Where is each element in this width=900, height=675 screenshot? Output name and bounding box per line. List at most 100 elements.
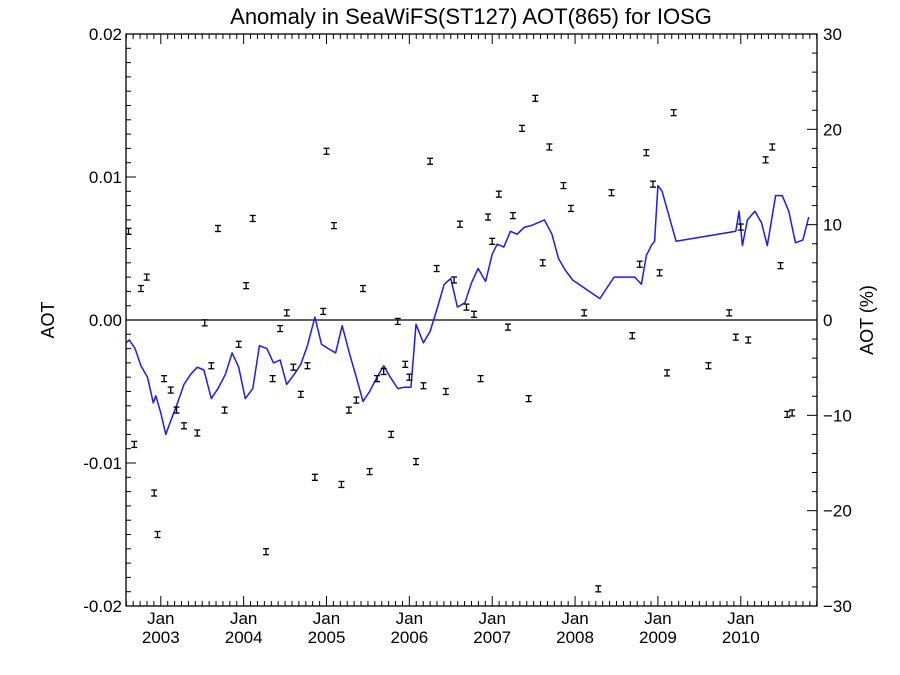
- x-tick-month: Jan: [561, 609, 588, 628]
- x-tick-month: Jan: [313, 609, 340, 628]
- anomaly-percent-series: [125, 184, 810, 436]
- data-point: [420, 382, 427, 390]
- data-point: [519, 124, 526, 133]
- data-point: [402, 360, 409, 368]
- data-point: [137, 284, 144, 293]
- data-point: [726, 309, 733, 317]
- y-tick-label: 0.01: [89, 168, 122, 187]
- data-point: [320, 307, 327, 316]
- data-point: [131, 440, 138, 449]
- data-point: [504, 323, 511, 331]
- x-tick-year: 2010: [722, 628, 760, 647]
- y2-tick-label: −30: [823, 597, 852, 616]
- data-point: [208, 362, 215, 370]
- data-point: [214, 224, 221, 233]
- data-point: [546, 143, 553, 151]
- data-point: [509, 211, 516, 220]
- x-tick-month: Jan: [644, 609, 671, 628]
- x-tick-month: Jan: [230, 609, 257, 628]
- data-point: [143, 273, 150, 281]
- data-point: [221, 406, 228, 414]
- data-point: [485, 213, 492, 221]
- data-point: [539, 259, 546, 267]
- data-point: [762, 156, 769, 164]
- x-tick-month: Jan: [396, 609, 423, 628]
- data-point: [608, 189, 615, 197]
- x-tick-month: Jan: [727, 609, 754, 628]
- y2-tick-label: 30: [823, 25, 842, 44]
- x-tick-year: 2008: [556, 628, 594, 647]
- data-point: [290, 363, 297, 371]
- data-point: [433, 264, 440, 273]
- x-tick-year: 2005: [308, 628, 346, 647]
- data-point: [525, 394, 532, 403]
- data-point: [194, 429, 201, 437]
- data-point: [345, 406, 352, 414]
- data-point: [297, 390, 304, 399]
- data-point: [732, 333, 739, 341]
- data-point: [412, 457, 419, 466]
- data-point: [560, 181, 567, 190]
- x-tick-year: 2006: [390, 628, 428, 647]
- data-point: [737, 223, 744, 231]
- data-point: [595, 585, 602, 593]
- data-point: [161, 374, 168, 383]
- data-point: [656, 269, 663, 277]
- data-point: [495, 190, 502, 198]
- data-point: [388, 430, 395, 439]
- plot-area: [125, 33, 818, 607]
- y-axis-label: AOT: [38, 301, 58, 338]
- data-point: [173, 406, 180, 414]
- data-point: [154, 530, 161, 539]
- data-point: [201, 319, 208, 327]
- x-tick-year: 2007: [473, 628, 511, 647]
- data-point: [442, 387, 449, 396]
- y2-tick-label: 0: [823, 311, 832, 330]
- x-tick-year: 2003: [142, 628, 180, 647]
- data-point: [359, 284, 366, 293]
- data-point: [263, 548, 270, 556]
- y2-tick-label: 20: [823, 120, 842, 139]
- x-tick-year: 2004: [225, 628, 263, 647]
- y-tick-label: 0.00: [89, 311, 122, 330]
- data-point: [427, 157, 434, 165]
- axes: 0.020.010.00-0.01-0.023020100−10−20−30Ja…: [83, 25, 852, 647]
- data-point: [784, 410, 791, 419]
- data-point: [649, 180, 656, 188]
- y2-tick-label: 10: [823, 216, 842, 235]
- y-tick-label: -0.02: [83, 597, 122, 616]
- data-point: [769, 143, 776, 151]
- data-point: [705, 362, 712, 370]
- data-point: [323, 147, 330, 155]
- data-point: [670, 109, 677, 117]
- y-tick-label: -0.01: [83, 454, 122, 473]
- data-point: [745, 336, 752, 344]
- data-point: [643, 149, 650, 157]
- data-point: [463, 303, 470, 311]
- x-tick-year: 2009: [639, 628, 677, 647]
- chart-title: Anomaly in SeaWiFS(ST127) AOT(865) for I…: [230, 4, 712, 29]
- data-point: [777, 262, 784, 270]
- data-point: [394, 317, 401, 326]
- data-point: [151, 489, 158, 497]
- data-point: [338, 480, 345, 489]
- aot-anomaly-points: [125, 94, 796, 593]
- data-point: [489, 237, 496, 246]
- data-point: [180, 422, 187, 430]
- data-point: [243, 282, 250, 290]
- data-point: [249, 214, 256, 223]
- data-point: [304, 362, 311, 370]
- data-point: [283, 309, 290, 317]
- data-point: [330, 221, 337, 230]
- data-point: [581, 309, 588, 317]
- data-point: [235, 340, 242, 348]
- data-point: [629, 332, 636, 340]
- y2-axis-label: AOT (%): [857, 285, 877, 355]
- anomaly-line: [125, 184, 810, 436]
- y2-tick-label: −10: [823, 406, 852, 425]
- data-point: [277, 324, 284, 333]
- data-point: [636, 260, 643, 268]
- data-point: [374, 374, 381, 383]
- data-point: [353, 396, 360, 404]
